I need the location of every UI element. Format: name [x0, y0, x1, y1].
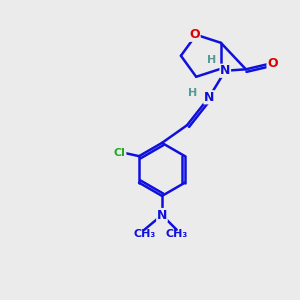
- Text: O: O: [189, 28, 200, 41]
- Text: N: N: [204, 91, 214, 104]
- Text: H: H: [207, 56, 217, 65]
- Text: CH₃: CH₃: [166, 229, 188, 239]
- Text: N: N: [157, 208, 167, 221]
- Text: O: O: [267, 57, 278, 70]
- Text: CH₃: CH₃: [133, 229, 155, 239]
- Text: Cl: Cl: [114, 148, 126, 158]
- Text: H: H: [188, 88, 197, 98]
- Text: N: N: [220, 64, 230, 77]
